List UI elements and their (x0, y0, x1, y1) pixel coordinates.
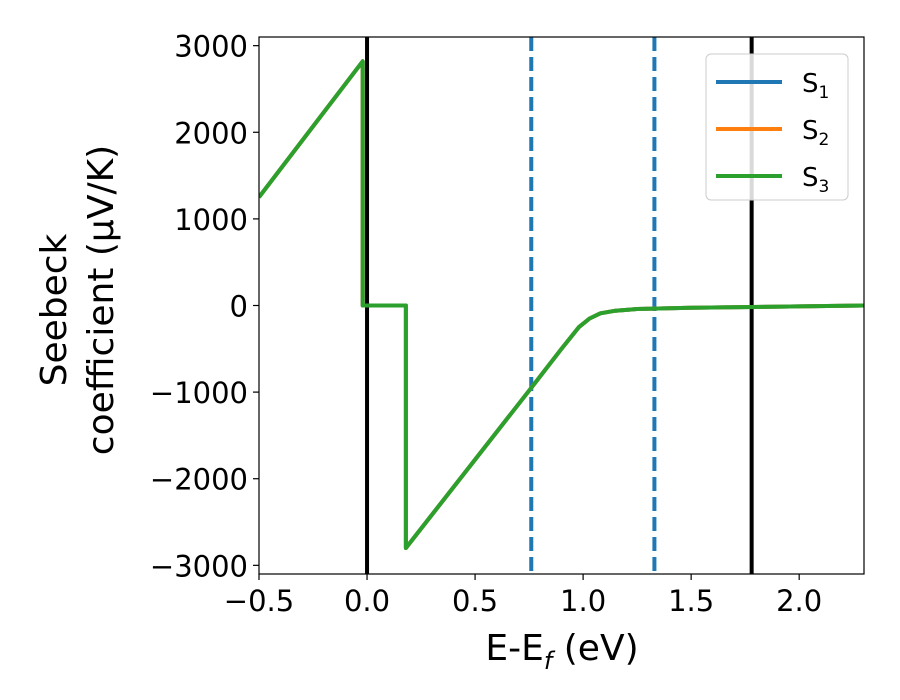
x-tick-label: 1.5 (668, 584, 714, 618)
x-axis-title: E-Ef (eV) (485, 628, 638, 675)
y-tick-label: −1000 (150, 376, 248, 410)
x-axis-title-unit: (eV) (552, 628, 638, 669)
legend-label-s1: S1 (802, 69, 829, 103)
legend: S1 S2 S3 (705, 53, 849, 201)
vertical-reference-lines (365, 37, 754, 574)
y-tick-label: 1000 (174, 203, 248, 237)
series-line-s3 (259, 59, 864, 550)
x-tick-label: 0.0 (344, 584, 390, 618)
legend-label-s3: S3 (802, 163, 829, 197)
y-tick-label: −2000 (150, 463, 248, 497)
x-axis-ticks: −0.5 0.0 0.5 1.0 1.5 2.0 (224, 574, 822, 618)
y-axis-title-line2: coefficient (μV/K) (81, 145, 122, 455)
x-tick-label: 0.5 (452, 584, 498, 618)
y-axis-title-line1: Seebeck (34, 233, 75, 386)
x-tick-label: −0.5 (224, 584, 294, 618)
y-tick-label: −3000 (150, 549, 248, 583)
y-tick-label: 0 (230, 290, 248, 324)
legend-label-s2: S2 (802, 116, 829, 150)
y-tick-label: 2000 (174, 116, 248, 150)
series-group (259, 59, 864, 550)
x-axis-title-main: E-E (485, 628, 543, 669)
y-tick-label: 3000 (174, 30, 248, 64)
x-tick-label: 2.0 (776, 584, 822, 618)
x-tick-label: 1.0 (560, 584, 606, 618)
y-axis-ticks: −3000 −2000 −1000 0 1000 2000 3000 (150, 30, 259, 583)
